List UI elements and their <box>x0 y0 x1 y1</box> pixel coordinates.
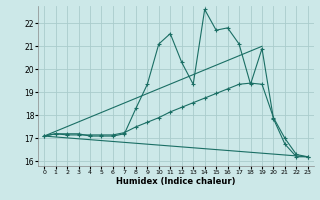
X-axis label: Humidex (Indice chaleur): Humidex (Indice chaleur) <box>116 177 236 186</box>
